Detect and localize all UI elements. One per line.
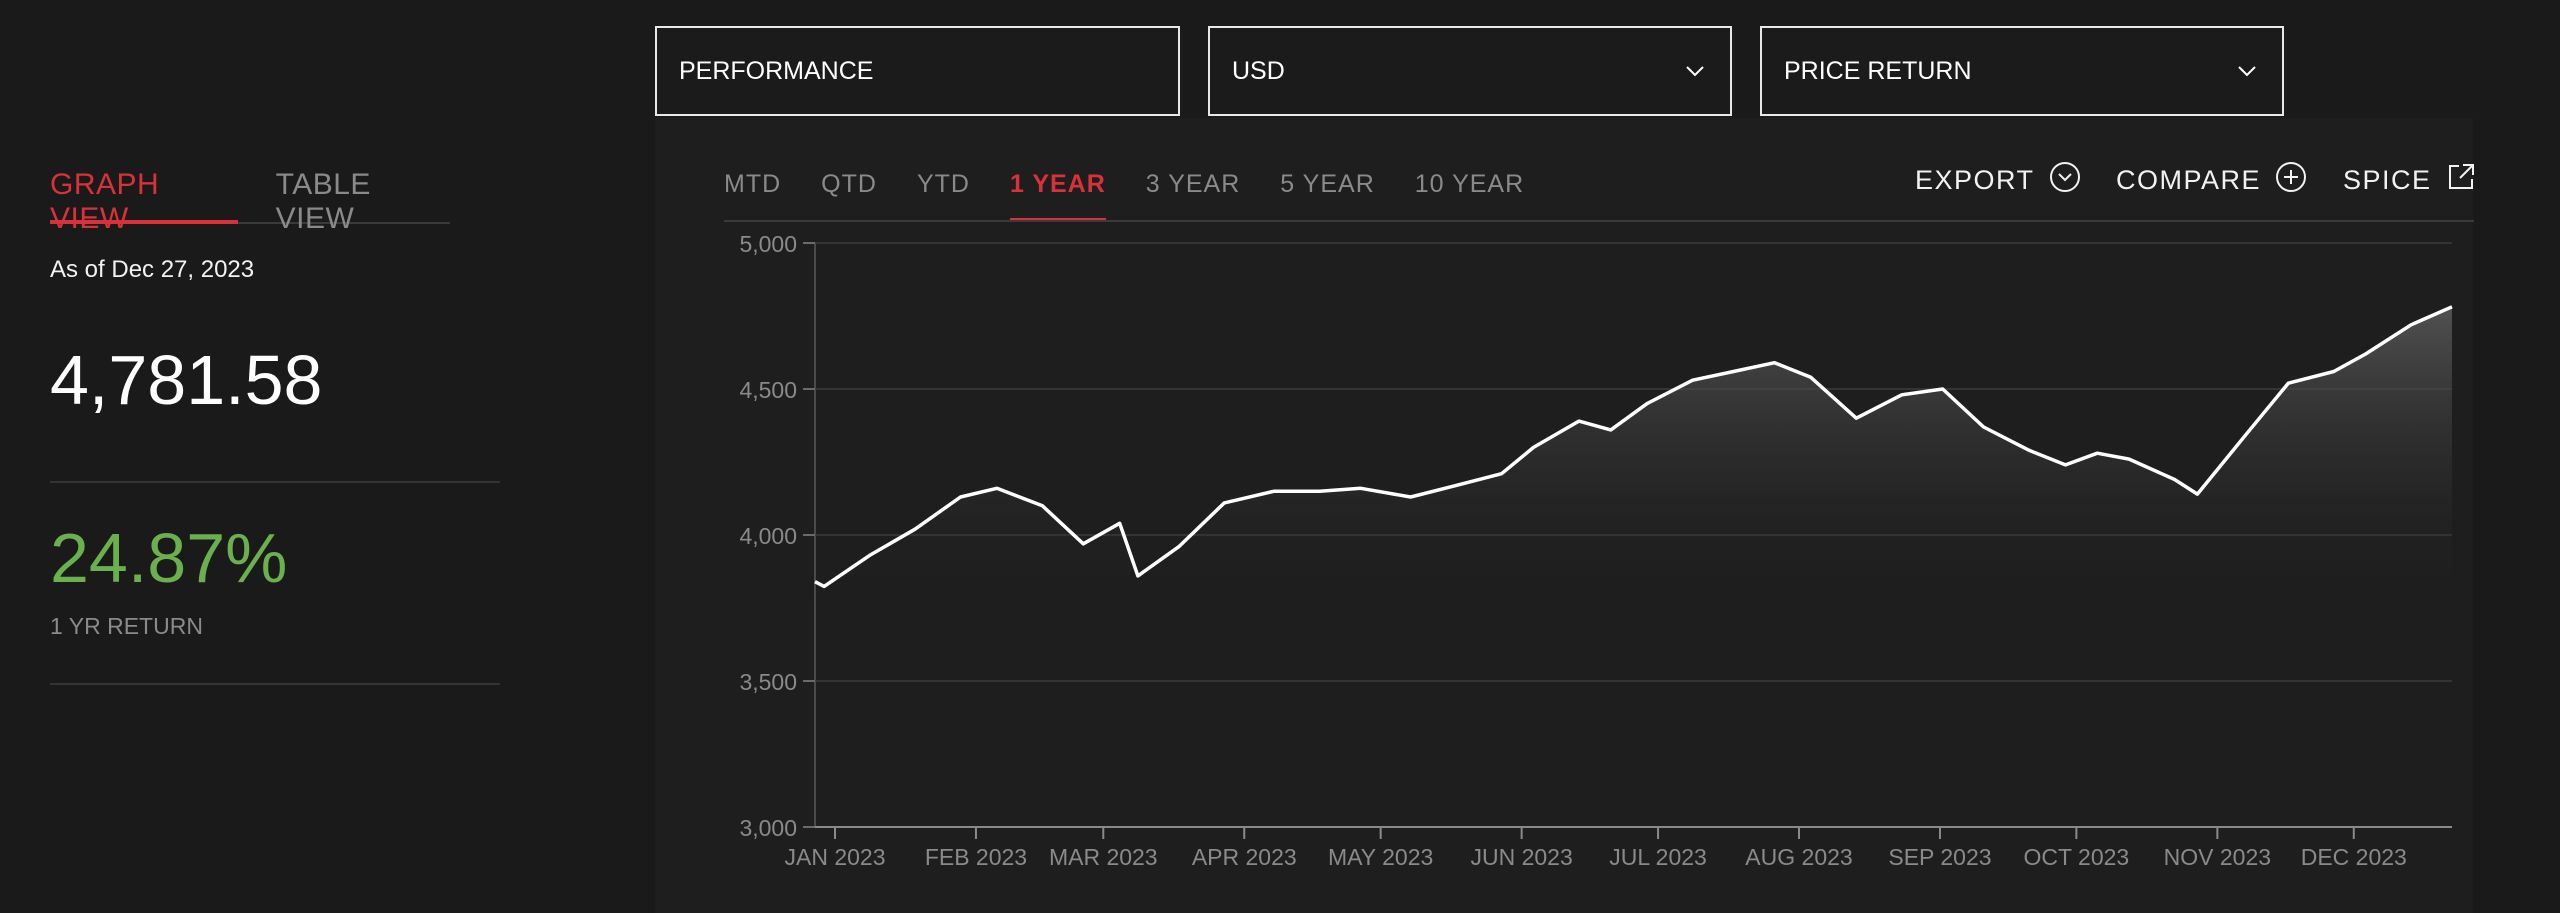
x-tick-label: AUG 2023 [1745, 844, 1852, 870]
return-type-select[interactable]: PRICE RETURN [1760, 26, 2284, 116]
x-tick-label: SEP 2023 [1888, 844, 1991, 870]
chart-area-fill [815, 306, 2452, 608]
y-tick-label: 3,000 [739, 815, 797, 841]
external-link-icon [2446, 162, 2476, 199]
return-type-select-value: PRICE RETURN [1784, 56, 1972, 85]
y-tick-label: 4,500 [739, 377, 797, 403]
index-price: 4,781.58 [50, 341, 323, 419]
range-tab-mtd[interactable]: MTD [724, 170, 782, 198]
return-label: 1 YR RETURN [50, 613, 203, 639]
view-select-value: PERFORMANCE [679, 56, 874, 85]
range-tab-ytd[interactable]: YTD [916, 170, 970, 198]
chevron-down-icon [2234, 58, 2260, 84]
x-tick-label: JUL 2023 [1609, 844, 1707, 870]
x-tick-label: JUN 2023 [1470, 844, 1572, 870]
x-tick-label: OCT 2023 [2024, 844, 2130, 870]
plus-circle-icon [2275, 161, 2307, 200]
currency-select-value: USD [1232, 56, 1285, 85]
divider [50, 481, 500, 483]
range-tab-10-year[interactable]: 10 YEAR [1414, 170, 1525, 198]
range-tab-5-year[interactable]: 5 YEAR [1280, 170, 1375, 198]
range-tab-qtd[interactable]: QTD [821, 170, 877, 198]
x-tick-label: MAR 2023 [1049, 844, 1158, 870]
y-tick-label: 4,000 [739, 523, 797, 549]
range-tabs: MTD QTD YTD 1 YEAR 3 YEAR 5 YEAR 10 YEAR [724, 166, 1564, 222]
export-button[interactable]: EXPORT [1915, 161, 2081, 200]
range-tabs-divider [724, 220, 2474, 222]
x-tick-label: NOV 2023 [2164, 844, 2271, 870]
range-tab-3-year[interactable]: 3 YEAR [1145, 170, 1241, 198]
divider [50, 683, 500, 685]
spice-label: SPICE [2343, 164, 2432, 195]
as-of-date: As of Dec 27, 2023 [50, 256, 255, 283]
chart-series-line [814, 305, 2453, 589]
chevron-down-icon [1682, 58, 1708, 84]
y-tick-label: 5,000 [739, 231, 797, 257]
return-value: 24.87% [50, 519, 288, 597]
compare-label: COMPARE [2116, 164, 2262, 195]
x-tick-label: FEB 2023 [925, 844, 1027, 870]
y-tick-label: 3,500 [739, 669, 797, 695]
spice-link[interactable]: SPICE [2343, 162, 2476, 198]
x-tick-label: JAN 2023 [784, 844, 885, 870]
x-tick-label: DEC 2023 [2301, 844, 2407, 870]
chevron-circle-down-icon [2049, 161, 2081, 200]
currency-select[interactable]: USD [1208, 26, 1732, 116]
view-select[interactable]: PERFORMANCE [655, 26, 1180, 116]
x-tick-label: MAY 2023 [1328, 844, 1433, 870]
x-tick-label: APR 2023 [1192, 844, 1297, 870]
compare-button[interactable]: COMPARE [2116, 161, 2307, 200]
export-label: EXPORT [1915, 164, 2035, 195]
